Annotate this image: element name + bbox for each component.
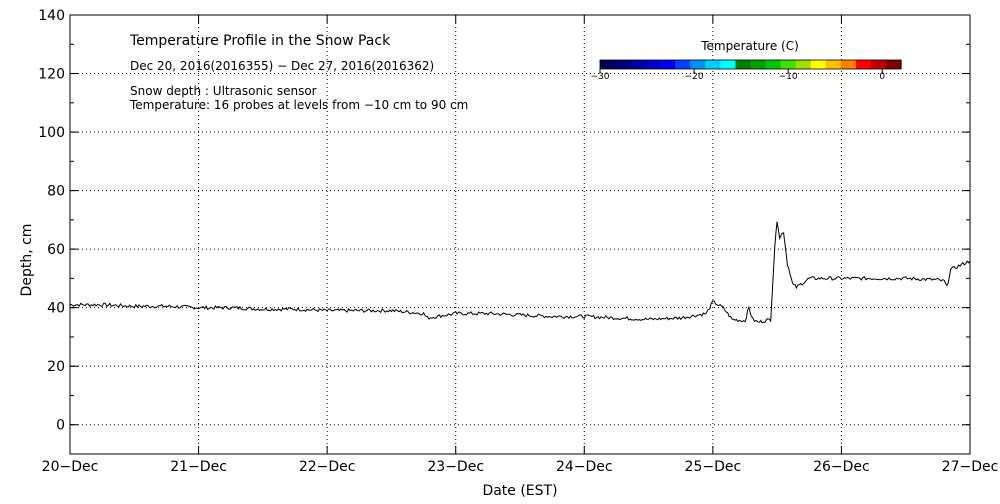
grid — [70, 15, 970, 454]
colorbar-tick-label: −10 — [779, 72, 798, 82]
y-tick-label: 140 — [38, 8, 65, 24]
x-tick-label: 26−Dec — [813, 459, 870, 475]
colorbar-swatch — [750, 60, 767, 69]
y-tick-label: 0 — [56, 418, 65, 434]
colorbar-swatch — [810, 60, 827, 69]
x-tick-label: 24−Dec — [556, 459, 613, 475]
colorbar-tick-label: −20 — [685, 72, 704, 82]
colorbar-swatch — [705, 60, 721, 69]
y-tick-label: 20 — [47, 359, 65, 375]
note-temperature: Temperature: 16 probes at levels from −1… — [129, 98, 468, 112]
temperature-colorbar: Temperature (C) −30 −20 −10 0 — [591, 39, 902, 82]
x-tick-label: 27−Dec — [942, 459, 999, 475]
x-tick-label: 22−Dec — [299, 459, 356, 475]
colorbar-tick-label: 0 — [879, 72, 885, 82]
plot-frame — [69, 14, 971, 455]
x-tick-label: 25−Dec — [685, 459, 742, 475]
chart-subtitle: Dec 20, 2016(2016355) − Dec 27, 2016(201… — [130, 59, 434, 73]
colorbar-swatch — [630, 60, 646, 69]
y-tick-label: 60 — [47, 242, 65, 258]
x-tick-label: 21−Dec — [170, 459, 227, 475]
colorbar-swatch — [885, 60, 902, 69]
snow-depth-line — [69, 221, 971, 324]
colorbar-swatch — [855, 60, 872, 69]
colorbar-frame — [599, 59, 902, 70]
colorbar-swatch — [735, 60, 752, 69]
colorbar-title: Temperature (C) — [700, 39, 799, 53]
series-layer — [69, 221, 971, 324]
y-tick-label: 100 — [38, 125, 65, 141]
y-axis-label: Depth, cm — [19, 224, 35, 297]
note-snow-depth: Snow depth : Ultrasonic sensor — [130, 84, 317, 98]
colorbar-swatch — [615, 60, 631, 69]
y-tick-label: 120 — [38, 67, 65, 83]
x-tick-label: 20−Dec — [42, 459, 99, 475]
colorbar-swatch — [870, 60, 887, 69]
colorbar-swatch — [660, 60, 676, 69]
colorbar-swatch — [825, 60, 842, 69]
colorbar-swatch — [645, 60, 661, 69]
chart-title: Temperature Profile in the Snow Pack — [129, 33, 391, 49]
colorbar-swatch — [600, 60, 616, 69]
colorbar-tick-label: −30 — [591, 72, 610, 82]
colorbar-swatch — [675, 60, 691, 69]
y-tick-label: 80 — [47, 184, 65, 200]
axis-ticks: 20−Dec 21−Dec 22−Dec 23−Dec 24−Dec 25−Dec 26−D… — [38, 8, 998, 475]
colorbar-swatch — [690, 60, 706, 69]
colorbar-swatch — [780, 60, 797, 69]
x-axis-label: Date (EST) — [482, 483, 557, 499]
colorbar-swatch — [720, 60, 737, 69]
y-tick-label: 40 — [47, 301, 65, 317]
colorbar-swatch — [840, 60, 857, 69]
colorbar-swatch — [795, 60, 812, 69]
colorbar-swatch — [765, 60, 782, 69]
x-tick-label: 23−Dec — [427, 459, 484, 475]
colorbar-ticks: −30 −20 −10 0 — [591, 69, 885, 82]
colorbar-swatches — [599, 59, 902, 70]
